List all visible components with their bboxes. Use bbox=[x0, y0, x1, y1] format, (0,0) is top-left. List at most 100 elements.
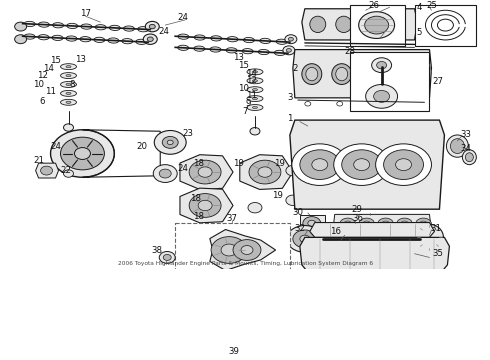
Ellipse shape bbox=[61, 99, 76, 105]
Ellipse shape bbox=[252, 71, 257, 73]
Polygon shape bbox=[210, 230, 275, 270]
Ellipse shape bbox=[302, 64, 322, 85]
Ellipse shape bbox=[362, 16, 378, 32]
Ellipse shape bbox=[310, 16, 326, 32]
Text: 22: 22 bbox=[60, 166, 71, 175]
Text: 30: 30 bbox=[293, 208, 303, 217]
Circle shape bbox=[198, 167, 212, 177]
Circle shape bbox=[286, 195, 300, 206]
Ellipse shape bbox=[66, 75, 71, 77]
Text: 35: 35 bbox=[432, 249, 443, 258]
Ellipse shape bbox=[274, 50, 285, 55]
Polygon shape bbox=[36, 163, 58, 178]
Text: 37: 37 bbox=[226, 213, 238, 222]
Ellipse shape bbox=[446, 135, 468, 157]
Text: 32: 32 bbox=[294, 224, 305, 233]
Circle shape bbox=[400, 221, 409, 227]
Ellipse shape bbox=[366, 67, 378, 81]
Ellipse shape bbox=[61, 90, 76, 96]
Ellipse shape bbox=[61, 81, 76, 87]
Polygon shape bbox=[310, 222, 435, 237]
Polygon shape bbox=[240, 155, 293, 189]
Ellipse shape bbox=[346, 222, 364, 240]
Ellipse shape bbox=[362, 64, 382, 85]
Polygon shape bbox=[215, 328, 250, 341]
Polygon shape bbox=[180, 188, 233, 223]
Circle shape bbox=[416, 218, 432, 230]
Ellipse shape bbox=[466, 153, 473, 162]
Ellipse shape bbox=[210, 47, 221, 52]
Text: 11: 11 bbox=[246, 91, 257, 100]
Polygon shape bbox=[302, 9, 417, 40]
Circle shape bbox=[286, 49, 292, 52]
Circle shape bbox=[354, 159, 369, 171]
Circle shape bbox=[167, 140, 173, 145]
Circle shape bbox=[384, 150, 423, 180]
Text: 14: 14 bbox=[43, 64, 54, 73]
Polygon shape bbox=[180, 155, 233, 189]
Ellipse shape bbox=[24, 21, 35, 27]
Ellipse shape bbox=[136, 39, 147, 44]
Ellipse shape bbox=[416, 224, 443, 250]
Circle shape bbox=[289, 37, 294, 41]
Circle shape bbox=[286, 165, 300, 176]
Text: 18: 18 bbox=[190, 194, 200, 203]
Ellipse shape bbox=[81, 24, 92, 29]
Text: 19: 19 bbox=[233, 159, 244, 168]
Ellipse shape bbox=[247, 104, 263, 111]
Ellipse shape bbox=[247, 96, 263, 102]
Text: 8: 8 bbox=[70, 80, 75, 89]
Ellipse shape bbox=[370, 222, 389, 240]
Text: 34: 34 bbox=[461, 144, 472, 153]
Text: 19: 19 bbox=[272, 191, 283, 200]
Circle shape bbox=[189, 160, 221, 184]
Text: 12: 12 bbox=[246, 76, 257, 85]
Text: 6: 6 bbox=[40, 97, 46, 106]
Ellipse shape bbox=[395, 67, 408, 81]
Circle shape bbox=[258, 167, 272, 177]
Circle shape bbox=[153, 165, 177, 183]
Circle shape bbox=[74, 148, 91, 159]
Text: 26: 26 bbox=[368, 1, 379, 10]
Circle shape bbox=[283, 46, 295, 55]
Circle shape bbox=[376, 144, 432, 185]
Text: 25: 25 bbox=[426, 1, 437, 10]
Circle shape bbox=[232, 321, 242, 329]
Ellipse shape bbox=[388, 16, 404, 32]
Circle shape bbox=[332, 239, 348, 251]
Ellipse shape bbox=[66, 66, 71, 68]
Ellipse shape bbox=[95, 24, 106, 30]
Circle shape bbox=[163, 255, 171, 260]
Circle shape bbox=[374, 90, 390, 102]
Circle shape bbox=[250, 127, 260, 135]
Ellipse shape bbox=[52, 35, 63, 40]
Ellipse shape bbox=[226, 48, 237, 53]
Ellipse shape bbox=[178, 45, 189, 50]
Circle shape bbox=[221, 244, 237, 256]
Polygon shape bbox=[290, 120, 444, 209]
Circle shape bbox=[396, 102, 403, 106]
Text: 24: 24 bbox=[178, 164, 189, 173]
Ellipse shape bbox=[227, 37, 238, 42]
Circle shape bbox=[154, 131, 186, 154]
Text: 38: 38 bbox=[152, 246, 163, 255]
Circle shape bbox=[15, 35, 26, 44]
Bar bbox=[300, 215, 325, 231]
Text: 20: 20 bbox=[137, 141, 148, 150]
Circle shape bbox=[64, 124, 74, 131]
Ellipse shape bbox=[38, 22, 49, 27]
Ellipse shape bbox=[392, 64, 412, 85]
Ellipse shape bbox=[247, 69, 263, 75]
Circle shape bbox=[305, 102, 311, 106]
Text: 33: 33 bbox=[461, 130, 472, 139]
Ellipse shape bbox=[178, 34, 189, 39]
Bar bbox=[175, 222, 290, 312]
Text: 10: 10 bbox=[33, 80, 44, 89]
Text: 18: 18 bbox=[193, 159, 204, 168]
Circle shape bbox=[359, 12, 394, 39]
Ellipse shape bbox=[252, 98, 257, 100]
Ellipse shape bbox=[52, 23, 64, 28]
Text: 31: 31 bbox=[430, 224, 441, 233]
Text: 13: 13 bbox=[233, 53, 244, 62]
Ellipse shape bbox=[61, 73, 76, 78]
